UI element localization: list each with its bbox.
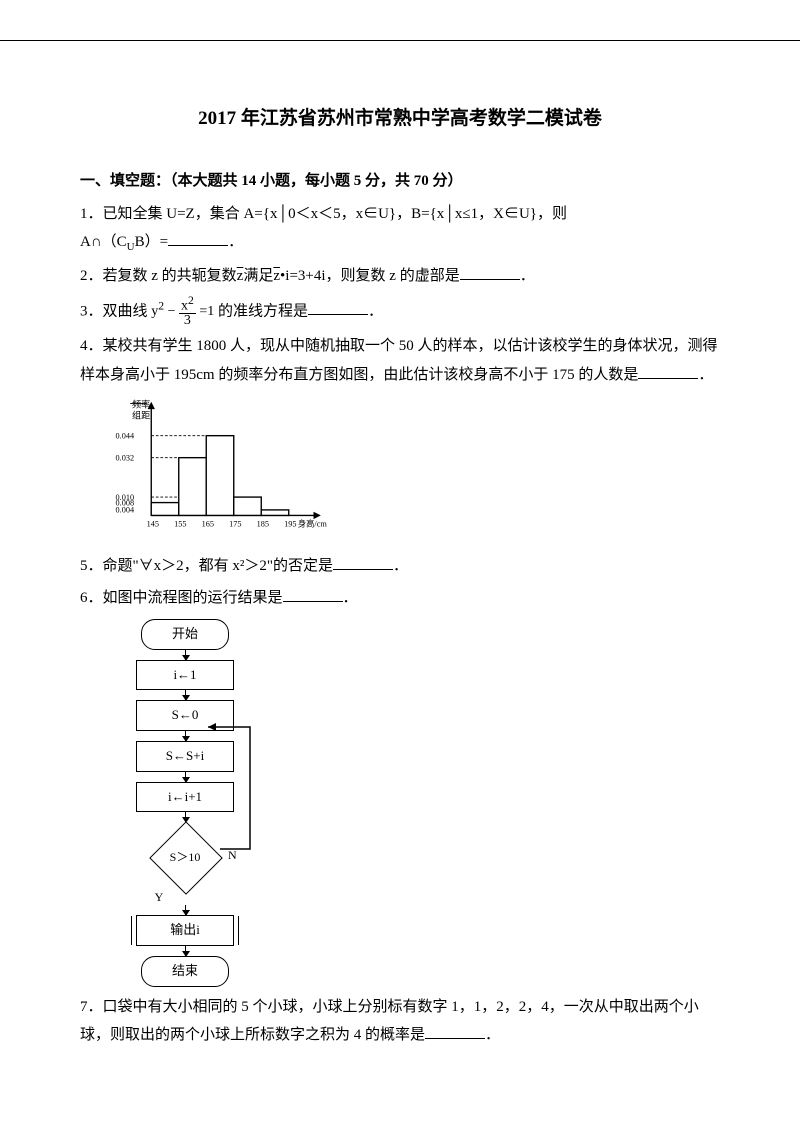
flow-end: 结束 (141, 956, 229, 987)
q6-text-a: 6．如图中流程图的运行结果是 (80, 590, 283, 606)
q4-blank (638, 363, 698, 379)
bar-0 (151, 503, 179, 516)
q1-text-d: ． (228, 234, 243, 250)
q1-text-a: 1．已知全集 U=Z，集合 A={x│0＜x＜5，x∈U}，B={x│x≤1，X… (80, 206, 567, 222)
q4-text-b: ． (698, 367, 713, 383)
histogram: 频率 组距 0.044 0.032 0.010 0.008 0.004 (110, 395, 330, 546)
histogram-svg: 频率 组距 0.044 0.032 0.010 0.008 0.004 (110, 395, 330, 535)
q3-blank (308, 299, 368, 315)
ytick-1: 0.032 (116, 454, 135, 463)
xtick-4: 185 (257, 520, 269, 529)
q5-text-a: 5．命题"∀x＞2，都有 x²＞2"的否定是 (80, 558, 333, 574)
q3-text-a: 3．双曲线 (80, 303, 148, 319)
xtick-3: 175 (229, 520, 241, 529)
q7-blank (425, 1023, 485, 1039)
hist-xlabel: 身高/cm (298, 519, 327, 529)
q1-sub: U (127, 241, 135, 253)
q3-text-b: 的准线方程是 (218, 303, 308, 319)
q2-text-b: 满足 (243, 268, 273, 284)
xtick-2: 165 (202, 520, 214, 529)
q5-text-b: ． (393, 558, 408, 574)
xtick-0: 145 (147, 520, 159, 529)
q2-text-a: 2．若复数 z 的共轭复数 (80, 268, 237, 284)
ytick-4: 0.004 (116, 506, 135, 515)
flowchart: 开始 i←1 S←0 S←S+i i←i+1 S＞10 Y 输出i 结束 N (110, 619, 260, 987)
q4-text: 4．某校共有学生 1800 人，现从中随机抽取一个 50 人的样本，以估计该校学… (80, 338, 718, 383)
q2-z2: z (273, 262, 280, 291)
question-7: 7．口袋中有大小相同的 5 个小球，小球上分别标有数字 1，1，2，2，4，一次… (80, 993, 720, 1050)
question-2: 2．若复数 z 的共轭复数z满足z•i=3+4i，则复数 z 的虚部是． (80, 262, 720, 291)
q1-text-c: B）= (135, 234, 168, 250)
bar-3 (234, 498, 262, 516)
q6-blank (283, 586, 343, 602)
q2-blank (460, 264, 520, 280)
ytick-0: 0.044 (116, 432, 135, 441)
q1-blank (168, 230, 228, 246)
flow-arrow (185, 946, 186, 956)
q2-text-d: ，则复数 z 的虚部是 (326, 268, 460, 284)
xtick-1: 155 (174, 520, 186, 529)
page-title: 2017 年江苏省苏州市常熟中学高考数学二模试卷 (80, 101, 720, 137)
question-3: 3．双曲线 y2 − x23 =1 的准线方程是 ． (80, 295, 720, 329)
section-header: 一、填空题：（本大题共 14 小题，每小题 5 分，共 70 分） (80, 167, 720, 196)
question-4: 4．某校共有学生 1800 人，现从中随机抽取一个 50 人的样本，以估计该校学… (80, 332, 720, 389)
question-6: 6．如图中流程图的运行结果是 ． (80, 584, 720, 613)
q2-text-e: ． (520, 268, 535, 284)
q5-blank (333, 554, 393, 570)
xtick-5: 195 (284, 520, 296, 529)
question-1: 1．已知全集 U=Z，集合 A={x│0＜x＜5，x∈U}，B={x│x≤1，X… (80, 200, 720, 258)
q6-text-b: ． (343, 590, 358, 606)
q2-text-c: •i=3+4i (280, 262, 326, 291)
q7-text-b: ． (485, 1027, 500, 1043)
q3-text-c: ． (368, 303, 383, 319)
bar-1 (179, 458, 207, 516)
exam-page: 2017 年江苏省苏州市常熟中学高考数学二模试卷 一、填空题：（本大题共 14 … (0, 40, 800, 1090)
q1-text-b: A∩（C (80, 234, 127, 250)
q7-text-a: 7．口袋中有大小相同的 5 个小球，小球上分别标有数字 1，1，2，2，4，一次… (80, 999, 699, 1044)
bar-2 (206, 436, 234, 516)
q3-formula: y2 − x23 =1 (151, 295, 214, 329)
flow-loop-line (110, 619, 270, 939)
question-5: 5．命题"∀x＞2，都有 x²＞2"的否定是 ． (80, 552, 720, 581)
hist-ylabel2: 组距 (132, 410, 150, 421)
bar-4 (261, 510, 289, 516)
